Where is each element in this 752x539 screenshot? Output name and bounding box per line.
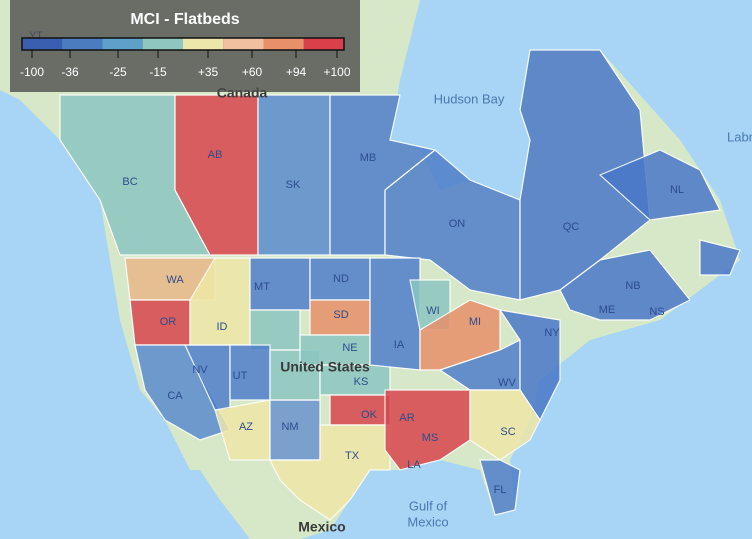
region-label: ID	[217, 321, 228, 333]
color-swatch	[62, 38, 103, 50]
region	[469, 389, 541, 461]
region-label: NS	[649, 306, 664, 318]
region-label: ME	[599, 304, 616, 316]
legend-label: +100	[323, 65, 350, 79]
color-bar: -100 -36 -25 -15 +35 +60 +94 +100	[20, 37, 351, 79]
legend-label: -36	[61, 65, 79, 79]
region-label: ON	[449, 218, 466, 230]
color-bar-border	[21, 37, 345, 51]
region-label: NB	[625, 280, 640, 292]
region-label: WV	[498, 377, 516, 389]
country-label: Mexico	[298, 519, 345, 535]
region	[174, 94, 259, 256]
region-label: AR	[399, 412, 414, 424]
region	[369, 257, 421, 371]
color-swatch	[183, 38, 224, 50]
region-label: BC	[122, 176, 137, 188]
legend-label: -25	[109, 65, 127, 79]
color-swatch	[22, 38, 63, 50]
region-label: MI	[469, 316, 481, 328]
region-label: MB	[360, 152, 377, 164]
region	[699, 239, 741, 276]
region-label: NM	[281, 421, 298, 433]
region-label: SK	[286, 179, 301, 191]
region-label: MS	[422, 432, 439, 444]
region	[269, 424, 391, 521]
region-label: AZ	[239, 421, 253, 433]
legend-label: +35	[198, 65, 219, 79]
region-label: NV	[192, 364, 208, 376]
legend-label: +94	[286, 65, 307, 79]
region-label: SD	[333, 309, 348, 321]
region-label: FL	[494, 484, 507, 496]
water-label: Gulf of	[409, 498, 448, 513]
legend: MCI - Flatbeds -100 -36 -25 -15 +35 +60 +94 +10…	[10, 0, 360, 92]
legend-label: -15	[149, 65, 167, 79]
region-label: TX	[345, 450, 360, 462]
region-label: WI	[426, 305, 439, 317]
water-label: Hudson Bay	[434, 91, 505, 106]
legend-title: MCI - Flatbeds	[130, 11, 239, 28]
region-label: IA	[394, 339, 405, 351]
region-label: ND	[333, 273, 349, 285]
region	[249, 309, 301, 351]
region	[519, 49, 651, 301]
region	[479, 459, 521, 516]
region-label: NL	[670, 184, 684, 196]
region-label: MT	[254, 281, 270, 293]
color-swatch	[102, 38, 143, 50]
region-label: CA	[167, 390, 183, 402]
region	[598, 149, 721, 221]
regions	[59, 49, 741, 521]
region-label: OK	[361, 409, 378, 421]
water-label: Mexico	[407, 514, 448, 529]
region-label: NY	[544, 327, 560, 339]
water-label: Labr	[727, 129, 752, 144]
region	[257, 94, 331, 256]
legend-label: +60	[242, 65, 263, 79]
country-label: United States	[280, 359, 370, 375]
region-label: LA	[407, 459, 421, 471]
region	[559, 249, 691, 321]
color-swatch	[303, 38, 344, 50]
region-label: OR	[160, 316, 177, 328]
region-label: KS	[354, 376, 369, 388]
region-label: NE	[342, 342, 357, 354]
region-label: UT	[233, 370, 248, 382]
region-label: QC	[563, 221, 580, 233]
region	[329, 394, 391, 426]
legend-label: -100	[20, 65, 44, 79]
color-swatch	[142, 38, 183, 50]
color-swatch	[223, 38, 264, 50]
region-label: AB	[208, 149, 223, 161]
region-label: SC	[500, 426, 515, 438]
color-swatch	[263, 38, 304, 50]
region-label: WA	[166, 274, 184, 286]
